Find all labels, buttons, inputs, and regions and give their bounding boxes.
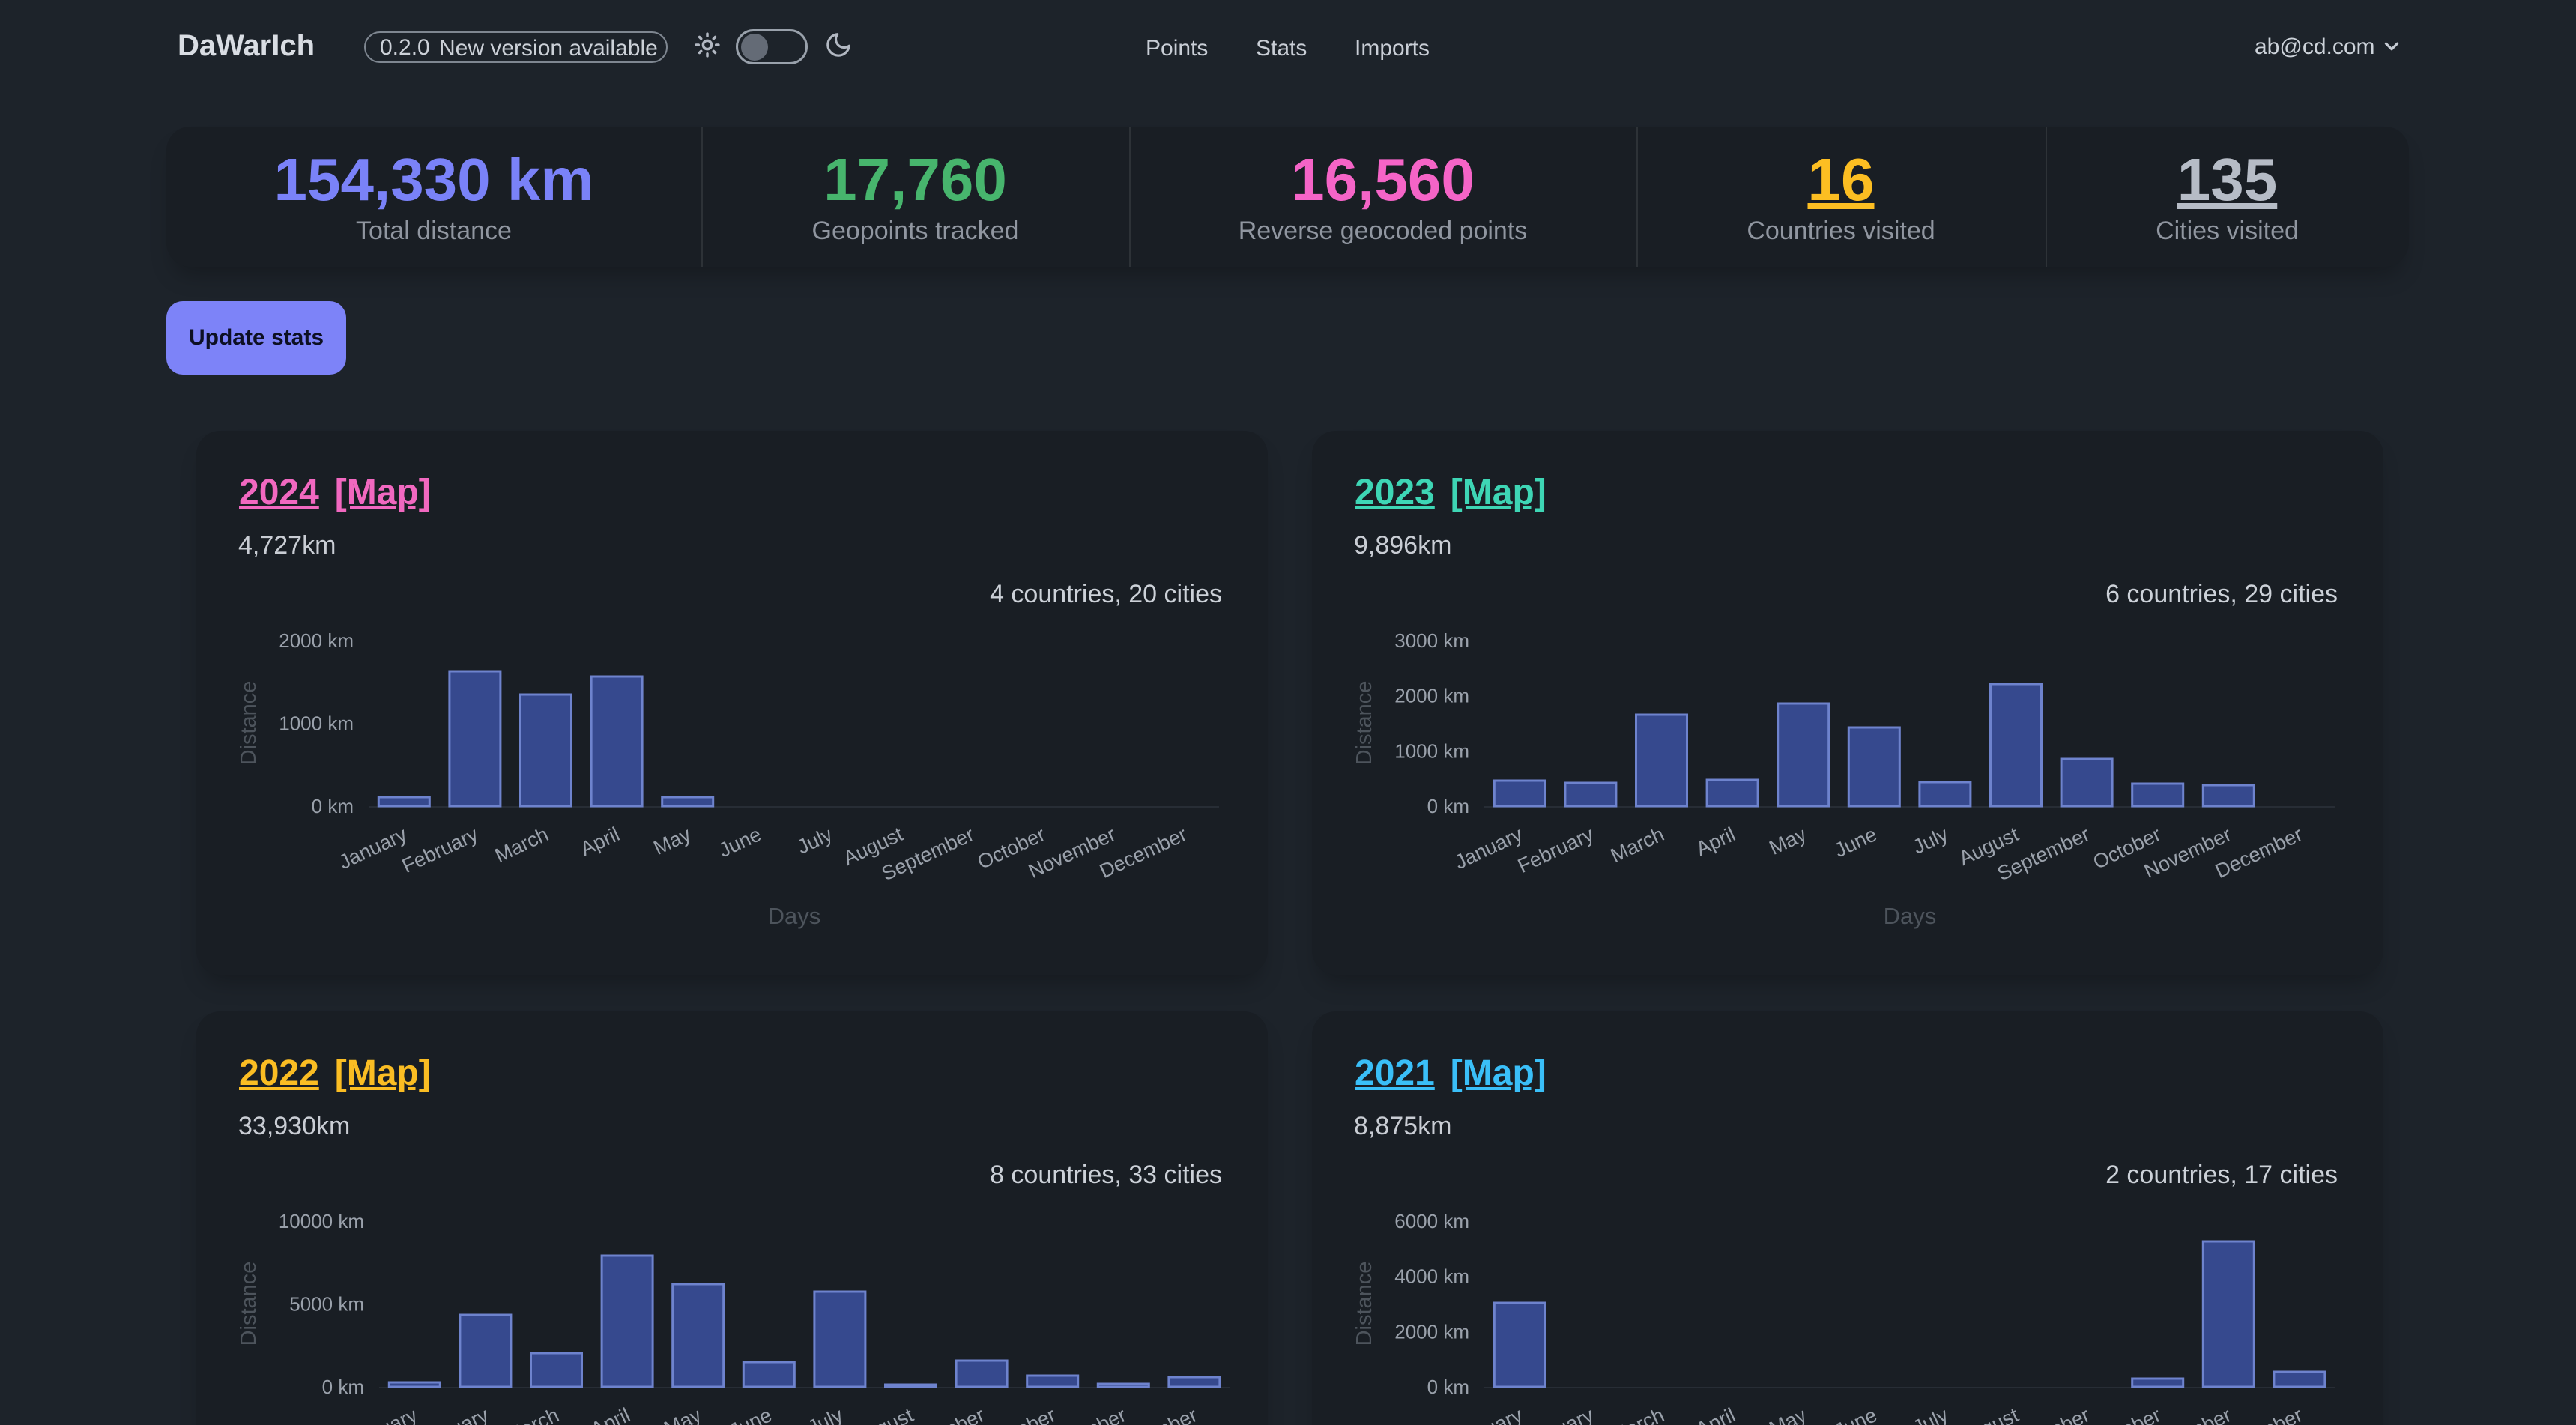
svg-text:August: August xyxy=(850,1403,917,1425)
svg-text:July: July xyxy=(1909,823,1952,859)
svg-text:June: June xyxy=(726,1403,775,1425)
svg-text:March: March xyxy=(1607,1403,1668,1425)
svg-text:6000 km: 6000 km xyxy=(1394,1210,1469,1232)
svg-text:2000 km: 2000 km xyxy=(279,629,354,652)
svg-text:July: July xyxy=(1909,1403,1952,1425)
svg-text:Distance: Distance xyxy=(1352,681,1376,766)
svg-text:June: June xyxy=(716,823,765,862)
svg-text:October: October xyxy=(2090,1403,2165,1425)
svg-text:June: June xyxy=(1831,823,1881,862)
svg-text:April: April xyxy=(587,1403,634,1425)
svg-text:May: May xyxy=(650,823,695,859)
svg-text:March: March xyxy=(502,1403,563,1425)
svg-text:Distance: Distance xyxy=(237,1262,261,1346)
svg-text:January: January xyxy=(336,823,411,874)
svg-text:0 km: 0 km xyxy=(322,1376,364,1398)
svg-text:January: January xyxy=(1451,1403,1526,1425)
svg-text:0 km: 0 km xyxy=(312,795,354,817)
svg-text:March: March xyxy=(1607,823,1668,867)
svg-text:4000 km: 4000 km xyxy=(1394,1265,1469,1288)
svg-text:January: January xyxy=(346,1403,421,1425)
svg-text:May: May xyxy=(1766,1403,1810,1425)
svg-text:June: June xyxy=(1831,1403,1881,1425)
svg-text:Distance: Distance xyxy=(1352,1262,1376,1346)
svg-text:July: July xyxy=(793,823,836,859)
svg-text:May: May xyxy=(661,1403,705,1425)
svg-text:Distance: Distance xyxy=(237,681,261,766)
svg-text:January: January xyxy=(1451,823,1526,874)
svg-text:April: April xyxy=(1693,1403,1739,1425)
svg-text:February: February xyxy=(1514,1403,1597,1425)
svg-text:February: February xyxy=(1514,823,1597,877)
svg-text:2000 km: 2000 km xyxy=(1394,685,1469,707)
svg-text:July: July xyxy=(804,1403,847,1425)
svg-text:0 km: 0 km xyxy=(1427,1376,1469,1398)
svg-text:Days: Days xyxy=(768,903,821,929)
svg-text:February: February xyxy=(409,1403,492,1425)
svg-text:February: February xyxy=(399,823,482,877)
svg-text:1000 km: 1000 km xyxy=(1394,739,1469,762)
svg-text:10000 km: 10000 km xyxy=(279,1210,364,1232)
svg-text:0 km: 0 km xyxy=(1427,795,1469,817)
svg-text:3000 km: 3000 km xyxy=(1394,629,1469,652)
svg-text:March: March xyxy=(492,823,552,867)
svg-text:August: August xyxy=(1956,1403,2022,1425)
svg-text:5000 km: 5000 km xyxy=(289,1293,364,1316)
svg-text:October: October xyxy=(985,1403,1059,1425)
svg-text:2000 km: 2000 km xyxy=(1394,1320,1469,1343)
svg-text:April: April xyxy=(577,823,623,860)
svg-text:May: May xyxy=(1766,823,1810,859)
svg-text:1000 km: 1000 km xyxy=(279,712,354,735)
svg-text:April: April xyxy=(1693,823,1739,860)
svg-text:Days: Days xyxy=(1884,903,1937,929)
